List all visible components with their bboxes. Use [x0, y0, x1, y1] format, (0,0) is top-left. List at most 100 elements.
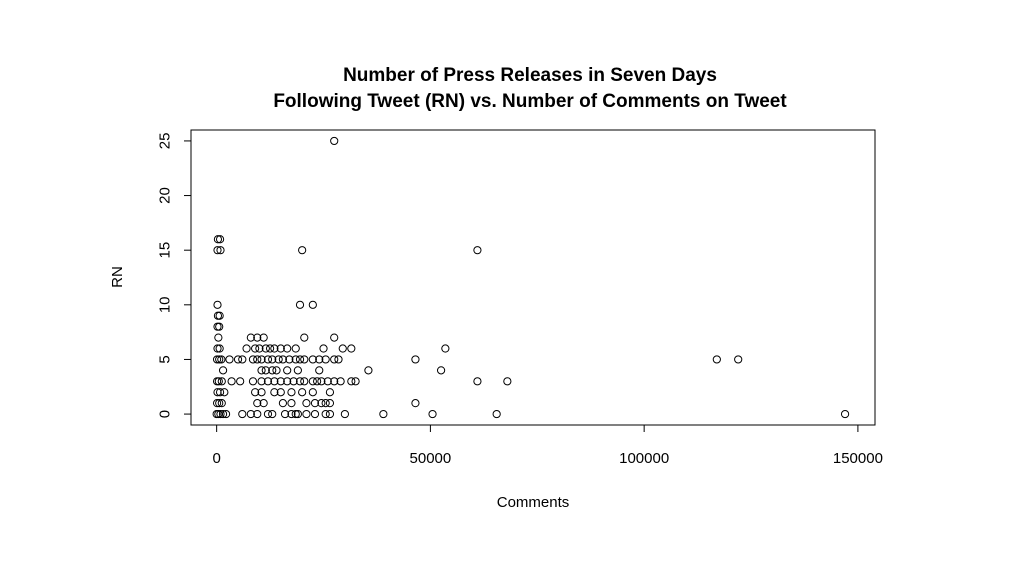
data-point [334, 355, 343, 364]
data-point [257, 377, 266, 386]
chart-title-line2: Following Tweet (RN) vs. Number of Comme… [273, 91, 787, 112]
data-point [253, 399, 262, 408]
data-point [302, 399, 311, 408]
y-tick-label: 5 [156, 355, 173, 363]
data-point [270, 377, 279, 386]
data-point [276, 377, 285, 386]
data-point [325, 409, 335, 419]
data-point [347, 344, 356, 353]
data-point [330, 377, 339, 386]
data-point [330, 355, 339, 364]
data-point [276, 388, 285, 397]
data-point [257, 355, 266, 364]
data-point [330, 333, 339, 342]
data-point [712, 355, 721, 364]
data-point [298, 246, 307, 255]
data-point [215, 235, 225, 244]
data-point [263, 409, 273, 419]
data-point [270, 344, 279, 353]
data-point [317, 399, 326, 408]
data-point [411, 355, 420, 364]
y-axis-label: RN [109, 266, 126, 288]
data-point [268, 409, 277, 419]
data-point [213, 311, 223, 320]
data-point [217, 399, 226, 408]
data-point [325, 388, 335, 397]
data-point [351, 377, 360, 386]
data-point [216, 246, 225, 255]
data-point [291, 409, 300, 419]
plot-frame [190, 129, 876, 426]
x-tick-label: 50000 [410, 450, 452, 467]
data-point [330, 136, 339, 146]
y-axis: 0 5 10 15 20 25 [156, 133, 192, 418]
data-point [308, 377, 317, 386]
data-point [238, 409, 247, 419]
data-point [287, 388, 296, 397]
data-point [734, 355, 743, 364]
data-point [315, 355, 324, 364]
data-point [473, 246, 482, 255]
data-point [215, 388, 225, 397]
data-point [213, 344, 222, 353]
data-point [257, 366, 266, 375]
data-point [428, 409, 437, 419]
data-point [263, 377, 273, 386]
data-point [248, 355, 258, 364]
y-tick-label: 10 [156, 296, 173, 313]
data-point [364, 366, 373, 375]
data-point [212, 399, 222, 408]
data-point [283, 344, 292, 353]
data-point [268, 355, 277, 364]
data-point [325, 399, 335, 408]
data-point [253, 333, 262, 342]
data-point [291, 344, 300, 353]
x-tick-label: 0 [212, 450, 220, 467]
data-point [283, 366, 292, 375]
y-tick-label: 0 [156, 410, 173, 418]
data-point [308, 388, 317, 397]
data-point [251, 388, 260, 397]
data-point [278, 399, 288, 408]
data-point [285, 355, 294, 364]
data-point [215, 344, 224, 353]
data-point [300, 355, 309, 364]
data-point [293, 409, 302, 419]
data-point [321, 399, 330, 408]
data-point [340, 409, 349, 419]
data-point [221, 409, 231, 419]
data-point [220, 388, 229, 397]
data-point [213, 300, 222, 309]
data-point [261, 366, 270, 375]
data-point [213, 246, 222, 255]
data-point [473, 377, 482, 386]
y-tick-label: 15 [156, 242, 173, 259]
data-point [840, 409, 850, 419]
data-point [227, 377, 236, 386]
data-point [338, 344, 347, 353]
data-point [272, 366, 281, 375]
data-point [287, 409, 296, 419]
data-point [257, 388, 266, 397]
data-point [261, 344, 270, 353]
data-point [217, 355, 226, 364]
data-point [236, 377, 245, 386]
data-point [347, 377, 356, 386]
data-point [215, 355, 224, 364]
data-point [214, 333, 223, 342]
y-tick-label: 20 [156, 187, 173, 204]
data-point [233, 355, 243, 364]
data-point [295, 377, 305, 386]
data-point [215, 322, 224, 331]
data-point [310, 399, 320, 408]
data-point [319, 344, 328, 353]
data-point [411, 399, 420, 408]
data-point [321, 355, 330, 364]
data-point [216, 409, 225, 419]
data-point [308, 300, 317, 309]
chart-title-line1: Number of Press Releases in Seven Days [343, 65, 717, 86]
data-point [315, 366, 324, 375]
data-point [217, 377, 226, 386]
data-point [379, 409, 388, 419]
data-point [278, 355, 288, 364]
